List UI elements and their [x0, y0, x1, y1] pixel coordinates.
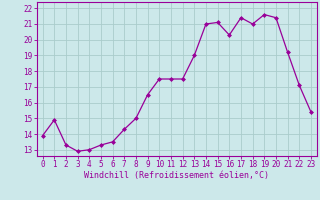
X-axis label: Windchill (Refroidissement éolien,°C): Windchill (Refroidissement éolien,°C)	[84, 171, 269, 180]
